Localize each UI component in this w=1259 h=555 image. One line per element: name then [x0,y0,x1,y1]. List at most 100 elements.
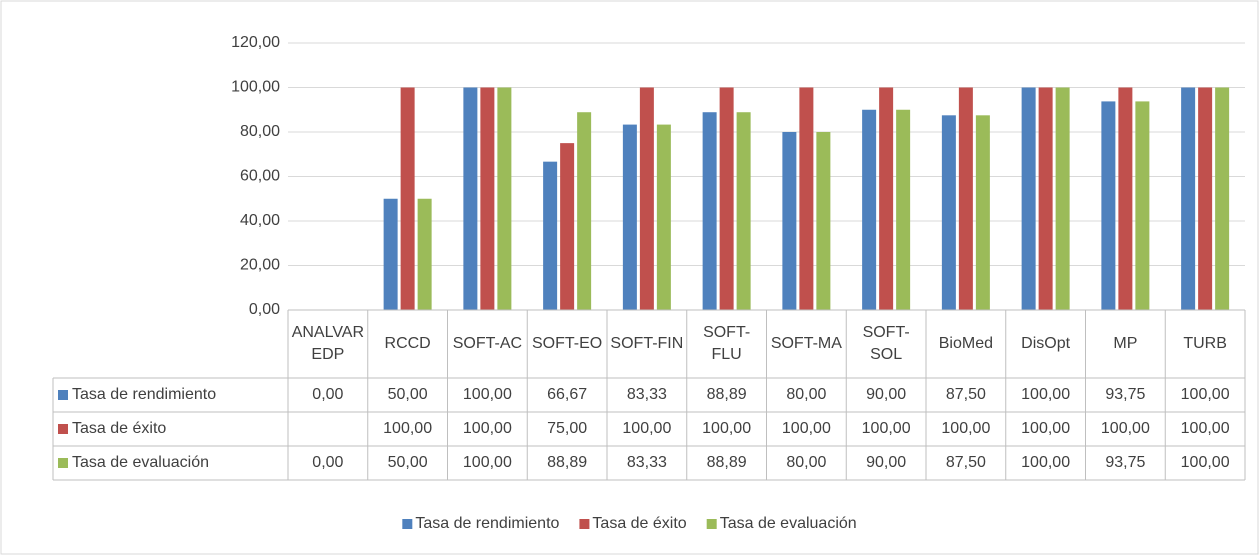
table-legend-key [58,458,68,468]
data-table-value: 0,00 [312,386,343,403]
x-tick-label-box: BioMed [938,335,993,352]
x-tick-label: MP [1113,335,1138,352]
bar [862,109,877,310]
data-table-value: 88,89 [707,386,747,403]
data-table-value: 50,00 [388,386,428,403]
legend-item: Tasa de evaluación [706,515,857,532]
bar [1101,101,1116,310]
bar [879,87,894,310]
data-table-value: 83,33 [627,454,667,471]
y-tick-label: 20,00 [240,257,280,274]
data-table-value: 100,00 [622,420,671,437]
data-table-value: 93,75 [1105,454,1145,471]
y-tick-label: 60,00 [240,168,280,185]
x-tick-label-box: RCCD [384,335,431,352]
data-table-value: 100,00 [463,454,512,471]
table-legend-key [58,424,68,434]
data-table-value: 88,89 [707,454,747,471]
data-table-value: 90,00 [866,454,906,471]
bar [1215,87,1230,310]
legend-label: Tasa de evaluación [720,515,857,532]
y-tick-label: 80,00 [240,123,280,140]
x-tick-label: TURB [1183,335,1227,352]
bar [543,161,558,310]
table-legend-key [58,390,68,400]
x-tick-label-box: DisOpt [1021,335,1071,352]
data-table-value: 100,00 [702,420,751,437]
bar [702,112,717,310]
x-tick-label: SOFT-AC [452,335,523,352]
data-table-value: 100,00 [463,420,512,437]
legend-key [579,519,590,529]
x-tick-label: SOFT-EO [532,335,603,352]
x-tick-label-box: SOFT-FLU [703,324,751,363]
bar [941,115,956,310]
data-table-value: 83,33 [627,386,667,403]
x-tick-label: RCCD [384,335,431,352]
bar [1021,87,1036,310]
bar [383,198,398,310]
bar [816,132,831,310]
legend-item: Tasa de rendimiento [402,515,560,532]
legend-label: Tasa de éxito [592,515,686,532]
data-table-value: 100,00 [1021,454,1070,471]
data-table-value: 80,00 [786,386,826,403]
data-table-value: 100,00 [1181,454,1230,471]
x-tick-label: BioMed [938,335,993,352]
x-tick-label: ANALVAREDP [291,324,365,363]
bar [958,87,973,310]
y-tick-label: 100,00 [231,79,280,96]
bar [463,87,478,310]
bar [577,112,592,310]
bar [1038,87,1053,310]
bar [560,143,575,310]
x-tick-label-box: SOFT-SOL [862,324,910,363]
x-tick-label-box: SOFT-AC [452,335,523,352]
bar [975,115,990,310]
x-tick-label: DisOpt [1021,335,1071,352]
data-table-value: 90,00 [866,386,906,403]
bar [1118,87,1133,310]
legend-key [402,519,413,529]
x-tick-label-box: SOFT-FIN [610,335,684,352]
bar [719,87,734,310]
data-table-value: 75,00 [547,420,587,437]
x-tick-label: SOFT-FIN [610,335,684,352]
table-row-header: Tasa de evaluación [72,454,209,471]
bar [896,109,911,310]
data-table-value: 100,00 [1021,386,1070,403]
x-tick-label-box: SOFT-MA [770,335,842,352]
data-table-value: 87,50 [946,454,986,471]
data-table-value: 88,89 [547,454,587,471]
data-table-value: 100,00 [941,420,990,437]
x-tick-label-box: SOFT-EO [532,335,603,352]
data-table-value: 100,00 [383,420,432,437]
x-tick-label: SOFT-SOL [862,324,910,363]
data-table-value: 50,00 [388,454,428,471]
bar [656,124,671,310]
bar [639,87,654,310]
bar [497,87,512,310]
legend-item: Tasa de éxito [579,515,687,532]
data-table-value: 93,75 [1105,386,1145,403]
data-table-value: 100,00 [1181,420,1230,437]
data-table-value: 66,67 [547,386,587,403]
x-tick-label-box: ANALVAREDP [291,324,365,363]
data-table-value: 100,00 [1101,420,1150,437]
legend-key [706,519,717,529]
y-tick-label: 0,00 [249,301,280,318]
data-table-value: 80,00 [786,454,826,471]
data-table-value: 100,00 [782,420,831,437]
y-tick-label: 120,00 [231,34,280,51]
y-tick-label: 40,00 [240,212,280,229]
x-tick-label: SOFT-MA [770,335,842,352]
data-table-value: 100,00 [1021,420,1070,437]
bar [799,87,814,310]
table-row-header: Tasa de rendimiento [72,386,216,403]
x-tick-label-box: MP [1113,335,1138,352]
data-table-value: 100,00 [1181,386,1230,403]
bar [400,87,415,310]
x-tick-label: SOFT-FLU [703,324,751,363]
legend-label: Tasa de rendimiento [415,515,559,532]
